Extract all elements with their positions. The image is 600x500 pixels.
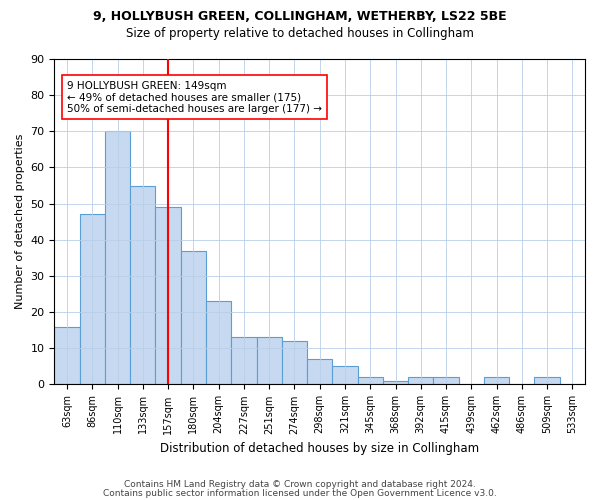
Bar — [332, 366, 358, 384]
Text: 9 HOLLYBUSH GREEN: 149sqm
← 49% of detached houses are smaller (175)
50% of semi: 9 HOLLYBUSH GREEN: 149sqm ← 49% of detac… — [67, 80, 322, 114]
Bar — [130, 186, 155, 384]
Bar — [307, 359, 332, 384]
Bar — [358, 377, 383, 384]
Bar — [433, 377, 458, 384]
Bar — [155, 208, 181, 384]
Bar — [206, 302, 231, 384]
Bar — [282, 341, 307, 384]
Bar — [535, 377, 560, 384]
Bar — [55, 326, 80, 384]
X-axis label: Distribution of detached houses by size in Collingham: Distribution of detached houses by size … — [160, 442, 479, 455]
Y-axis label: Number of detached properties: Number of detached properties — [15, 134, 25, 310]
Text: Contains HM Land Registry data © Crown copyright and database right 2024.: Contains HM Land Registry data © Crown c… — [124, 480, 476, 489]
Bar — [383, 381, 408, 384]
Text: Size of property relative to detached houses in Collingham: Size of property relative to detached ho… — [126, 28, 474, 40]
Text: 9, HOLLYBUSH GREEN, COLLINGHAM, WETHERBY, LS22 5BE: 9, HOLLYBUSH GREEN, COLLINGHAM, WETHERBY… — [93, 10, 507, 23]
Bar — [408, 377, 433, 384]
Bar — [105, 132, 130, 384]
Bar — [80, 214, 105, 384]
Text: Contains public sector information licensed under the Open Government Licence v3: Contains public sector information licen… — [103, 488, 497, 498]
Bar — [181, 250, 206, 384]
Bar — [484, 377, 509, 384]
Bar — [231, 338, 257, 384]
Bar — [257, 338, 282, 384]
